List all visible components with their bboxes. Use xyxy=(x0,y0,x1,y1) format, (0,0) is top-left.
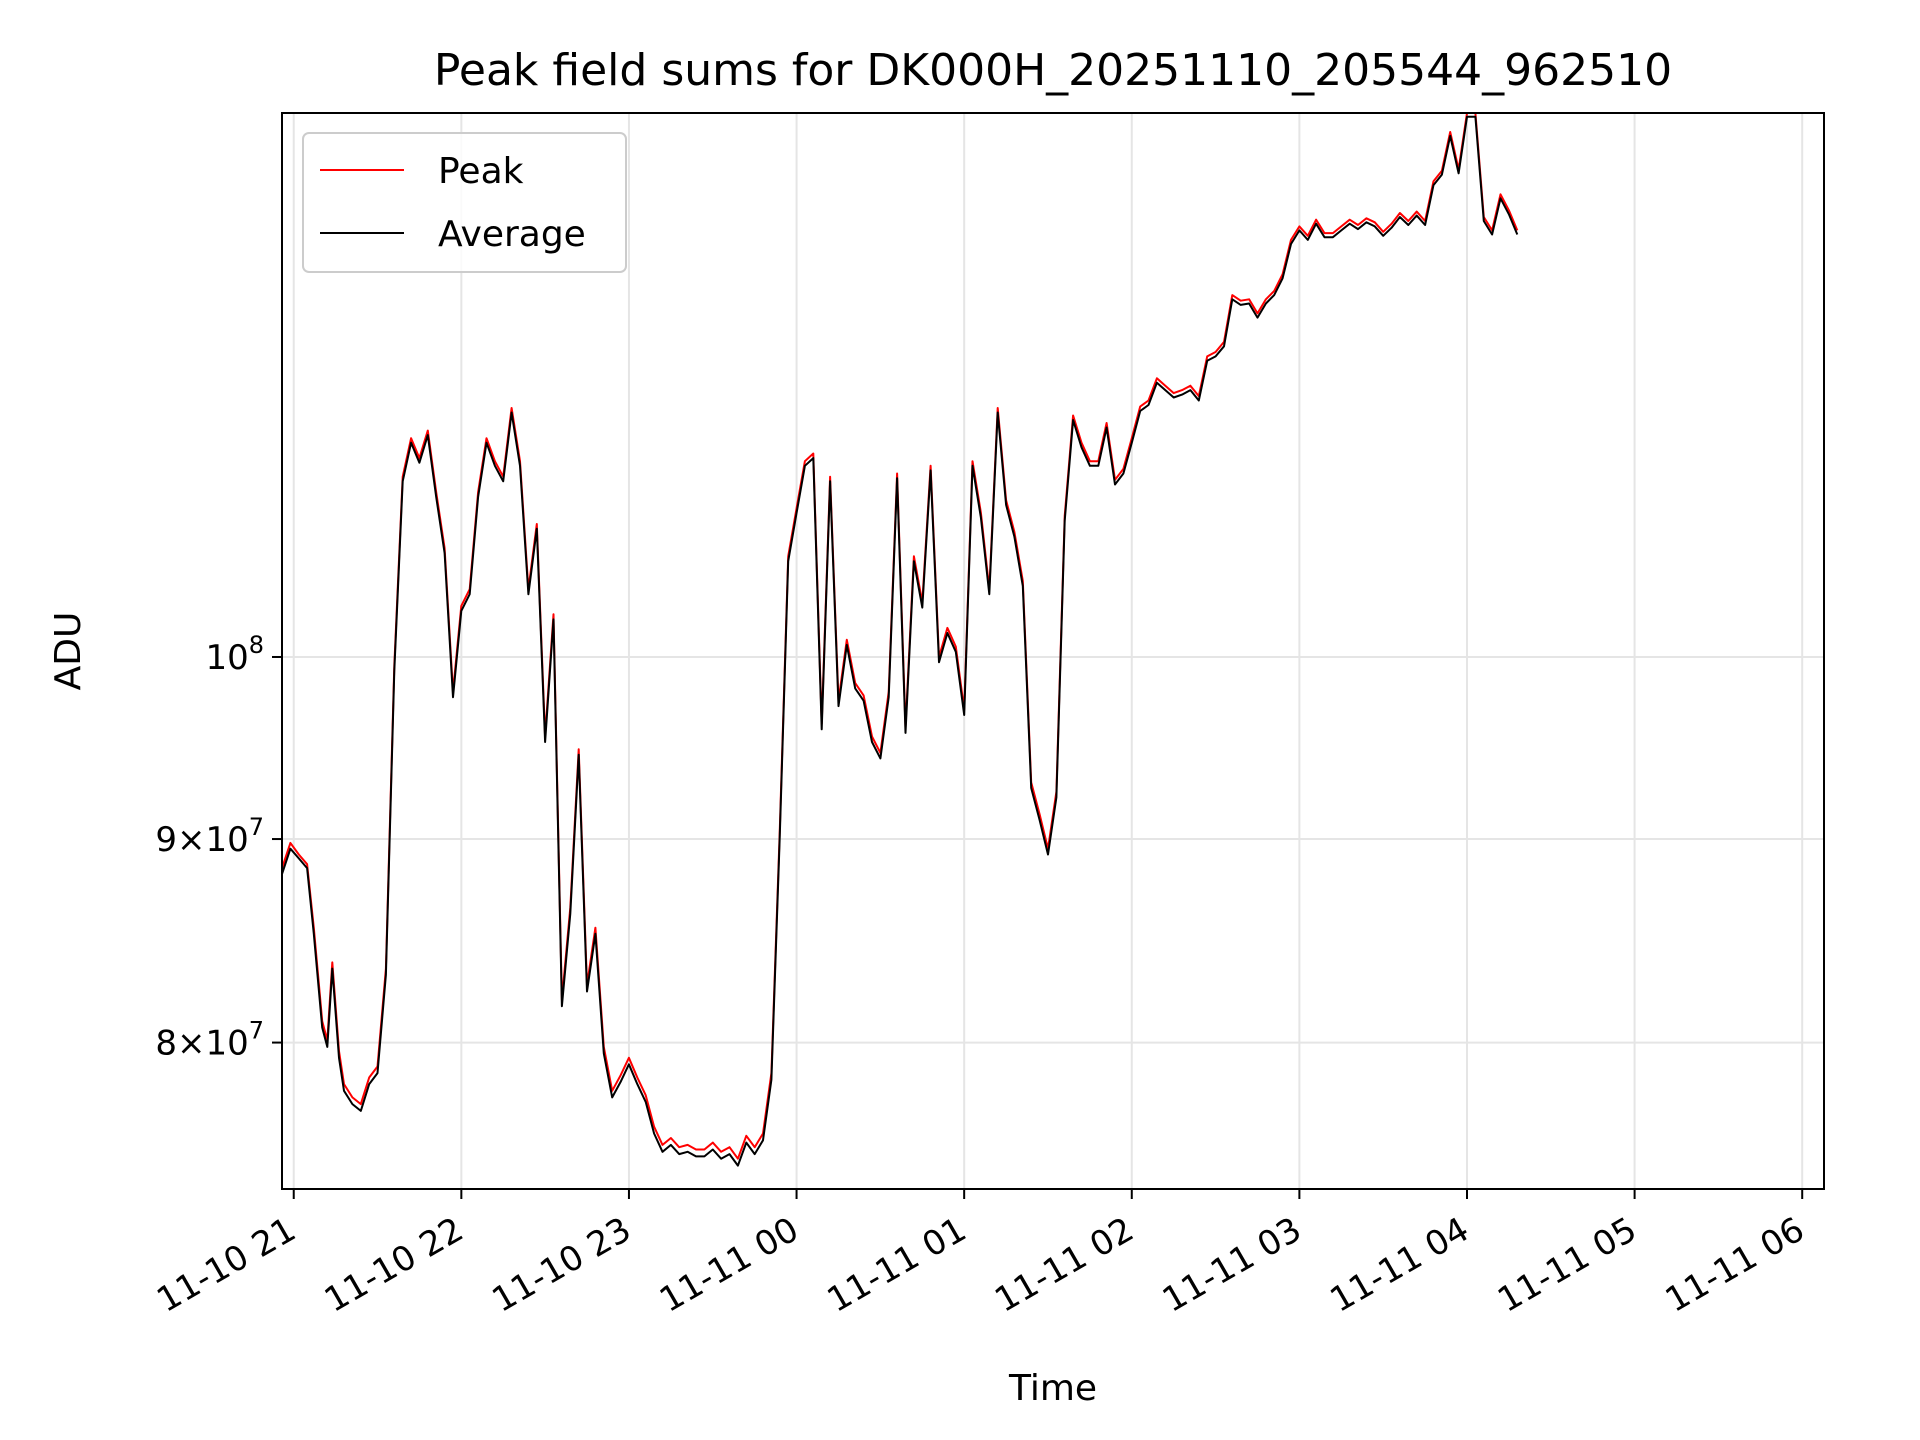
legend-label-average: Average xyxy=(438,214,586,255)
plot-frame xyxy=(281,112,1825,1190)
y-tick-label: 8×107 xyxy=(155,1017,264,1064)
chart-title: Peak field sums for DK000H_20251110_2055… xyxy=(434,45,1672,96)
legend-box xyxy=(302,132,627,273)
y-tick-label: 9×107 xyxy=(155,813,264,860)
y-axis-label: ADU xyxy=(48,612,89,691)
x-axis-label: Time xyxy=(1008,1368,1097,1409)
y-tick-label: 108 xyxy=(205,631,264,678)
y-axis: 8×107 9×107 108 xyxy=(155,631,282,1064)
series-line-average xyxy=(282,115,1519,1167)
plot-area xyxy=(282,113,1519,1167)
grid xyxy=(282,113,1824,1189)
series-layer xyxy=(282,113,1519,1167)
legend-label-peak: Peak xyxy=(438,151,524,192)
legend: Peak Average xyxy=(302,132,627,273)
